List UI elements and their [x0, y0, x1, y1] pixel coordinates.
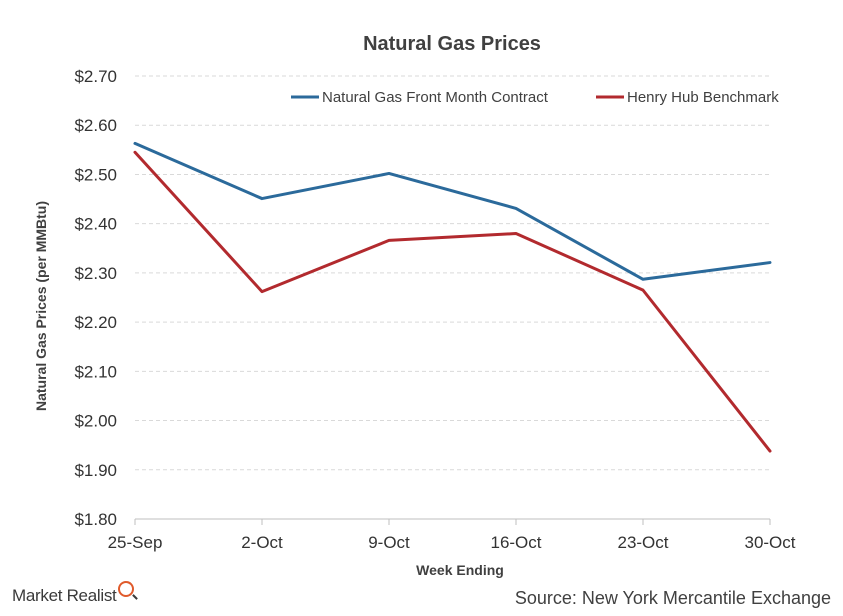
legend-label: Henry Hub Benchmark — [627, 89, 779, 106]
y-tick-label: $2.40 — [74, 215, 117, 234]
y-tick-label: $2.60 — [74, 116, 117, 135]
series-lines — [133, 141, 772, 453]
x-tick-label: 23-Oct — [617, 533, 668, 552]
x-tick-label: 25-Sep — [108, 533, 163, 552]
x-tick-label: 2-Oct — [241, 533, 283, 552]
y-tick-label: $1.80 — [74, 510, 117, 529]
axes: $1.80 $1.90 $2.00 $2.10 $2.20 $2.30 $2.40 $2.50… — [74, 67, 795, 552]
magnifier-icon — [118, 581, 135, 597]
series-line-0 — [133, 141, 772, 281]
y-tick-label: $2.50 — [74, 165, 117, 184]
legend: Natural Gas Front Month Contract Henry Hu… — [291, 89, 779, 106]
x-tick-label: 16-Oct — [490, 533, 541, 552]
x-tick-label: 9-Oct — [368, 533, 410, 552]
legend-item-1: Henry Hub Benchmark — [596, 89, 779, 106]
series-line-1 — [133, 150, 772, 453]
y-tick-label: $2.30 — [74, 264, 117, 283]
y-tick-label: $2.10 — [74, 362, 117, 381]
market-realist-logo: Market Realist — [12, 581, 135, 606]
y-tick-label: $2.20 — [74, 313, 117, 332]
y-tick-label: $1.90 — [74, 461, 117, 480]
y-tick-label: $2.70 — [74, 67, 117, 86]
legend-label: Natural Gas Front Month Contract — [322, 89, 549, 106]
x-axis-label: Week Ending — [416, 562, 504, 578]
y-axis-label: Natural Gas Prices (per MMBtu) — [33, 201, 49, 411]
brand-name: Market Realist — [12, 586, 117, 605]
y-tick-label: $2.00 — [74, 412, 117, 431]
gridlines — [135, 75, 770, 471]
x-tick-label: 30-Oct — [744, 533, 795, 552]
chart-title: Natural Gas Prices — [363, 33, 541, 55]
source-note: Source: New York Mercantile Exchange — [514, 588, 831, 608]
legend-item-0: Natural Gas Front Month Contract — [291, 89, 549, 106]
